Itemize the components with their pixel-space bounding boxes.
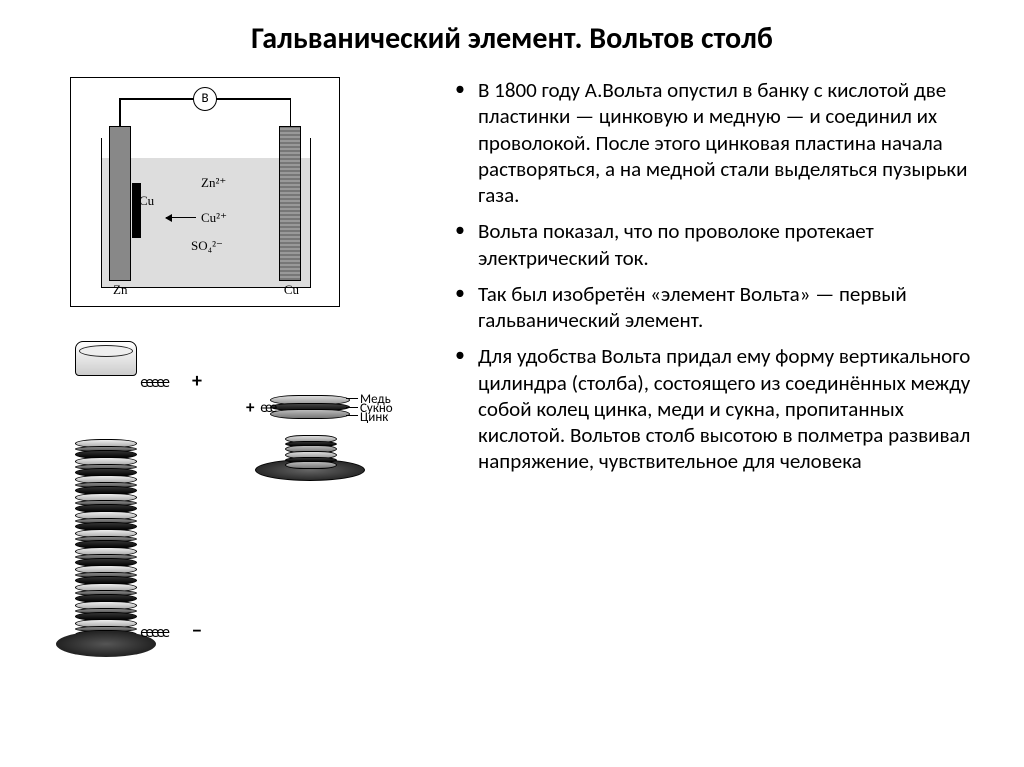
bullet-item: Для удобства Вольта придал ему форму вер… [460, 343, 984, 474]
copper-electrode [279, 126, 301, 281]
bullet-item: Вольта показал, что по проволоке протека… [460, 218, 984, 271]
ion-label-zn: Zn²⁺ [201, 175, 226, 191]
voltaic-pile-diagram: eeeee + eeeee − + eee Медь Сукно Цинк [40, 337, 420, 697]
minus-sign: − [192, 619, 202, 643]
coil-icon: eeeee [140, 625, 167, 641]
pile-column [70, 347, 142, 657]
pile-stack [75, 441, 137, 639]
ion-label-cu: Cu²⁺ [201, 210, 227, 226]
ion-label-so4: SO₄²⁻ [191, 238, 223, 254]
copper-deposit [132, 183, 141, 238]
layer-detail: + eee Медь Сукно Цинк [240, 397, 410, 481]
pile-cap [75, 341, 137, 376]
text-column: В 1800 году А.Вольта опустил в банку с к… [440, 77, 984, 697]
layer-label-zinc: Цинк [360, 410, 388, 425]
coil-icon: eee [260, 401, 274, 416]
content-area: В Cu Zn²⁺ Cu²⁺ SO₄²⁻ Zn Cu [40, 77, 984, 697]
wire [119, 98, 194, 100]
electrode-label-cu: Cu [284, 282, 299, 298]
wire [290, 98, 292, 128]
coil-icon: eeeee [140, 375, 167, 391]
zinc-electrode [109, 126, 131, 281]
electrode-label-zn: Zn [113, 282, 127, 298]
bullet-list: В 1800 году А.Вольта опустил в банку с к… [440, 77, 984, 475]
bullet-item: Так был изобретён «элемент Вольта» — пер… [460, 281, 984, 334]
mini-stack: + eee Медь Сукно Цинк [270, 395, 350, 419]
figures-column: В Cu Zn²⁺ Cu²⁺ SO₄²⁻ Zn Cu [40, 77, 420, 697]
deposit-label: Cu [139, 193, 154, 209]
zinc-disc [270, 409, 350, 419]
voltmeter-icon: В [193, 87, 217, 111]
wire [119, 98, 121, 128]
galvanic-cell-diagram: В Cu Zn²⁺ Cu²⁺ SO₄²⁻ Zn Cu [70, 77, 340, 307]
mini-base [255, 459, 410, 481]
bullet-item: В 1800 году А.Вольта опустил в банку с к… [460, 77, 984, 208]
wire [216, 98, 291, 100]
plus-sign: + [192, 369, 202, 393]
plus-sign: + [246, 397, 254, 418]
page-title: Гальванический элемент. Вольтов столб [40, 20, 984, 57]
arrow-icon [166, 217, 196, 218]
